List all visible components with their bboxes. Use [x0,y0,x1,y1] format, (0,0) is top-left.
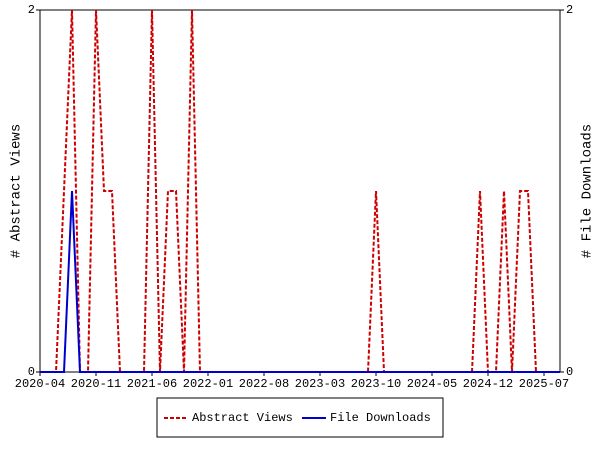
legend-box [156,397,444,438]
y-tick-label: 2 [28,3,35,17]
x-tick-label: 2021-06 [127,377,177,391]
y2-axis-label: # File Downloads [580,124,596,258]
y2-tick-label: 2 [566,3,573,17]
y-axis-label: # Abstract Views [9,124,25,258]
x-tick-label: 2025-07 [519,377,569,391]
y2-tick-label: 0 [566,365,573,379]
x-tick-label: 2024-12 [463,377,513,391]
x-tick-label: 2023-10 [351,377,401,391]
x-tick-label: 2023-03 [295,377,345,391]
x-tick-label: 2022-08 [239,377,289,391]
legend-label: Abstract Views [192,411,293,425]
y-tick-label: 0 [28,365,35,379]
x-tick-label: 2022-01 [183,377,233,391]
x-tick-label: 2020-04 [15,377,65,391]
legend-label: File Downloads [330,411,431,425]
x-tick-label: 2024-05 [407,377,457,391]
x-tick-label: 2020-11 [71,377,121,391]
series-line [40,190,560,373]
